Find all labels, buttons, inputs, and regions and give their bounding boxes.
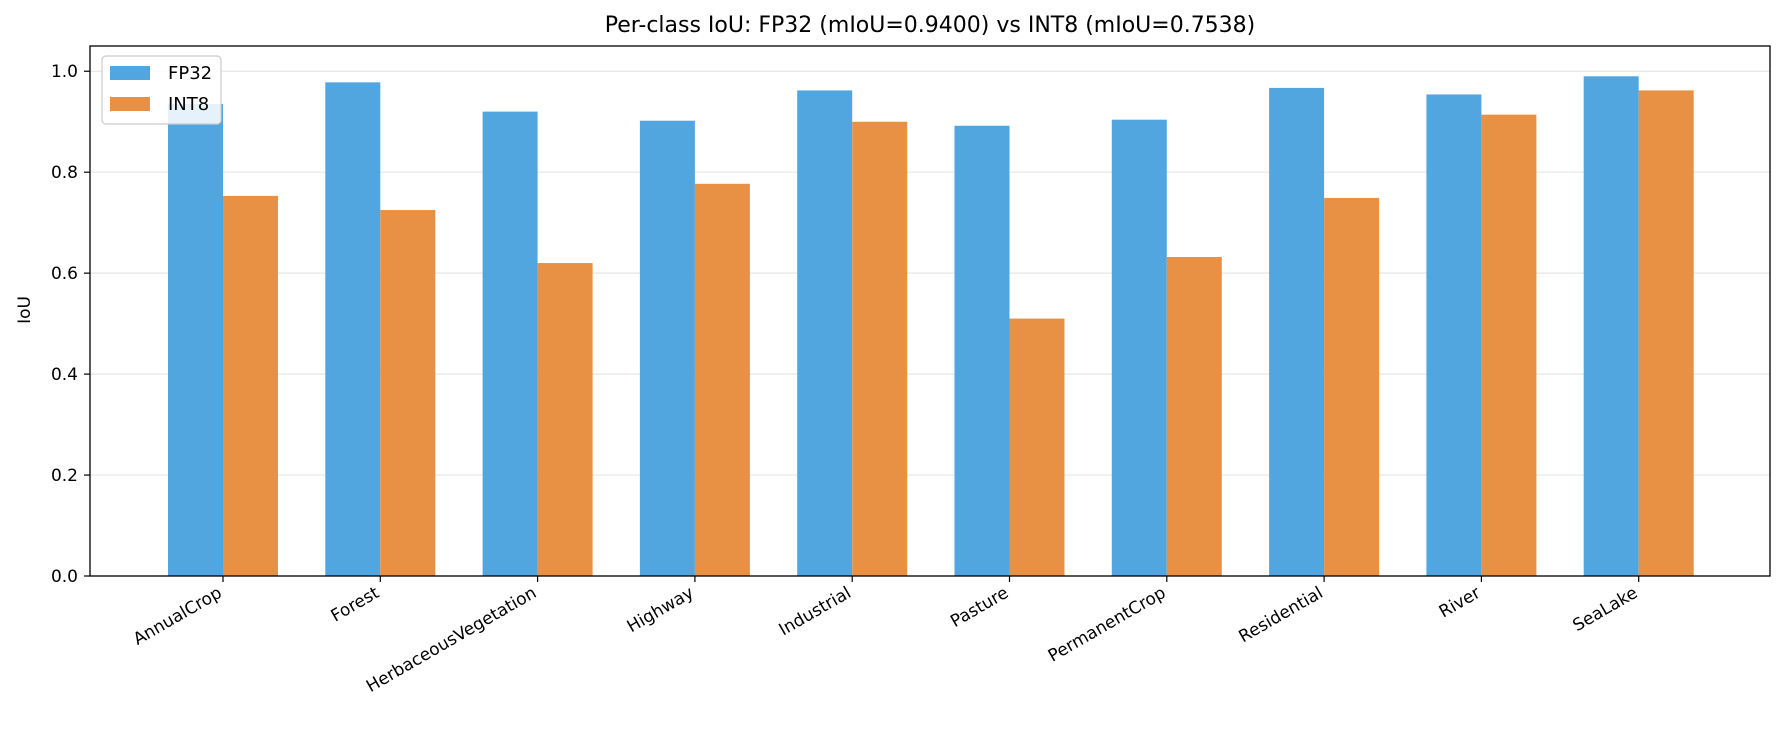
y-tick-label: 1.0 xyxy=(51,62,78,82)
legend: FP32 INT8 xyxy=(101,55,222,125)
bar-int8 xyxy=(1166,256,1222,576)
bar-fp32 xyxy=(639,120,695,576)
bar-fp32 xyxy=(797,90,853,577)
x-tick-label: Pasture xyxy=(947,583,1012,632)
y-tick-label: 0.2 xyxy=(51,466,78,486)
y-tick-label: 0.6 xyxy=(51,264,78,284)
bar-fp32 xyxy=(1269,87,1325,577)
bar-int8 xyxy=(1481,114,1537,577)
x-tick-label: Residential xyxy=(1235,583,1326,647)
bar-fp32 xyxy=(1583,76,1639,577)
legend-swatch-int8 xyxy=(110,97,150,111)
x-tick-label: River xyxy=(1436,583,1484,622)
y-tick-label: 0.4 xyxy=(51,365,78,385)
legend-swatch-fp32 xyxy=(110,66,150,80)
bar-fp32 xyxy=(1111,119,1167,576)
bar-int8 xyxy=(852,121,908,576)
bar-fp32 xyxy=(482,111,538,576)
y-axis: 0.0 0.2 0.4 0.6 0.8 1.0 xyxy=(51,62,90,587)
bar-int8 xyxy=(223,195,278,576)
chart-title: Per-class IoU: FP32 (mIoU=0.9400) vs INT… xyxy=(605,13,1256,38)
y-axis-label: IoU xyxy=(15,296,35,324)
legend-label-fp32: FP32 xyxy=(168,63,212,84)
y-tick-label: 0.8 xyxy=(51,163,78,183)
bar-fp32 xyxy=(954,125,1010,576)
x-tick-label: AnnualCrop xyxy=(130,583,226,650)
bar-fp32 xyxy=(168,104,223,577)
bar-fp32 xyxy=(1426,94,1482,576)
x-tick-label: Industrial xyxy=(776,583,855,640)
legend-label-int8: INT8 xyxy=(168,94,209,115)
x-tick-label: SeaLake xyxy=(1569,583,1641,636)
x-tick-label: HerbaceousVegetation xyxy=(363,583,540,697)
bar-int8 xyxy=(1009,318,1065,576)
x-tick-label: Forest xyxy=(328,583,383,627)
bar-int8 xyxy=(1324,197,1380,576)
bar-int8 xyxy=(694,183,750,577)
x-tick-label: PermanentCrop xyxy=(1045,583,1169,666)
bars xyxy=(168,76,1694,577)
bar-fp32 xyxy=(325,82,381,576)
bar-int8 xyxy=(537,263,593,576)
plot-frame xyxy=(89,45,1771,577)
bar-int8 xyxy=(380,210,436,577)
x-tick-label: Highway xyxy=(624,583,698,637)
y-tick-label: 0.0 xyxy=(51,567,78,587)
bar-int8 xyxy=(1638,90,1694,577)
